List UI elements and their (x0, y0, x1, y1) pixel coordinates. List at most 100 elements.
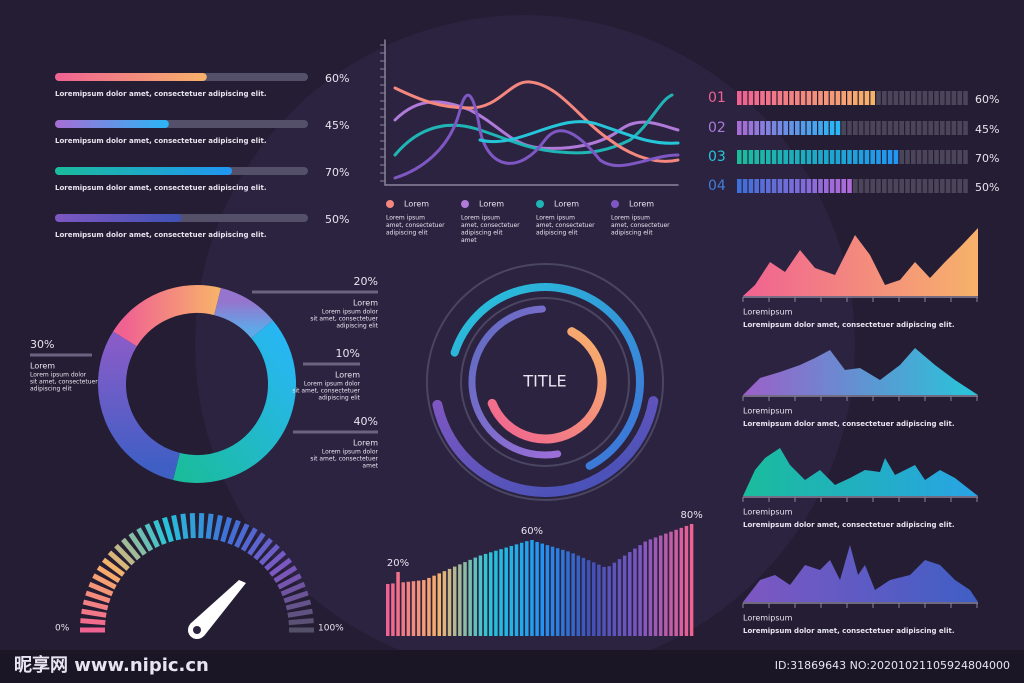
donut-text: sit amet, consectetuer (310, 316, 378, 323)
bar (514, 544, 519, 636)
segment-fill (847, 179, 852, 193)
segment-fill (858, 150, 864, 164)
bar (473, 557, 478, 636)
gauge-segment (88, 581, 114, 597)
ring-title: TITLE (522, 372, 566, 391)
segment-fill (806, 91, 812, 105)
progress-fill (55, 214, 182, 222)
segment-label: 50% (975, 181, 999, 194)
segment-fill (841, 91, 846, 105)
bar (684, 525, 689, 636)
bar (669, 531, 673, 636)
segment-fill (783, 150, 788, 164)
segment-empty (928, 179, 933, 193)
segment-fill (754, 150, 759, 164)
segment-empty (887, 121, 893, 135)
legend-text: Lorem ipsum (386, 215, 425, 222)
gauge-segment (136, 527, 154, 552)
area-text: Loremipsum dolor amet, consectetuer adip… (743, 420, 955, 428)
bar (416, 580, 421, 636)
bar (401, 582, 405, 636)
bar (612, 562, 617, 636)
segment-fill (870, 150, 875, 164)
segment-fill (812, 150, 817, 164)
segment-fill (737, 91, 742, 105)
segment-fill (876, 150, 881, 164)
curve (478, 120, 680, 145)
segment-empty (928, 91, 933, 105)
segment-empty (911, 179, 916, 193)
legend-text: amet (461, 237, 477, 244)
donut-text: adipiscing elit (336, 323, 378, 330)
bar (638, 545, 642, 636)
donut-name: Lorem (30, 362, 55, 371)
gauge-segment (114, 543, 136, 566)
bar (643, 541, 647, 636)
bar (592, 562, 596, 636)
segment-fill (893, 150, 899, 164)
segment-fill (800, 179, 806, 193)
donut-label: 40% (354, 415, 378, 428)
segment-empty (963, 150, 968, 164)
segment-empty (887, 179, 893, 193)
gauge-segment (240, 527, 258, 552)
donut-text: Lorem ipsum dolor (322, 309, 379, 316)
segment-empty (858, 121, 864, 135)
gauge-needle (190, 580, 246, 636)
gauge-segment (81, 608, 107, 618)
bar (525, 541, 529, 636)
segment-fill (870, 91, 875, 105)
bar (628, 552, 632, 636)
bar (499, 549, 503, 636)
segment-empty (934, 179, 939, 193)
segment-empty (928, 150, 933, 164)
segment-empty (905, 179, 910, 193)
segment-fill (760, 121, 765, 135)
segment-fill (742, 91, 748, 105)
segment-fill (829, 91, 835, 105)
gauge-min: 0% (55, 624, 70, 634)
segment-empty (928, 121, 933, 135)
segment-fill (824, 91, 829, 105)
segment-fill (818, 150, 823, 164)
bar (509, 545, 514, 636)
gauge-segment (128, 532, 147, 556)
segment-empty (916, 91, 922, 105)
bar (550, 546, 555, 636)
segment-fill (737, 150, 742, 164)
bar (391, 583, 395, 636)
donut-text: sit amet, consectetuer (292, 388, 360, 395)
gauge-segment (273, 565, 298, 583)
segment-fill (783, 121, 788, 135)
bar (519, 542, 524, 636)
segment-empty (853, 121, 858, 135)
bar (561, 549, 565, 636)
segment-empty (905, 91, 910, 105)
segment-empty (911, 150, 916, 164)
segment-fill (777, 150, 783, 164)
progress-label: 60% (325, 72, 349, 85)
bar (463, 562, 467, 636)
segment-fill (795, 150, 800, 164)
segment-empty (899, 150, 904, 164)
bar (535, 541, 539, 636)
segment-fill (760, 91, 765, 105)
legend-name: Lorem (479, 200, 504, 209)
gauge-segment (212, 514, 223, 541)
segment-empty (876, 121, 881, 135)
gauge-segment (92, 573, 117, 590)
gauge-segment (162, 516, 174, 543)
bar (483, 553, 488, 636)
bar (427, 577, 431, 636)
progress-caption: Loremipsum dolor amet, consectetuer adip… (55, 231, 267, 239)
segment-empty (893, 179, 899, 193)
segment-fill (795, 91, 800, 105)
segment-fill (806, 150, 812, 164)
segment-fill (824, 179, 829, 193)
segment-fill (847, 150, 852, 164)
segment-empty (841, 121, 846, 135)
bar (566, 551, 570, 636)
segment-fill (748, 121, 754, 135)
segment-empty (957, 121, 962, 135)
